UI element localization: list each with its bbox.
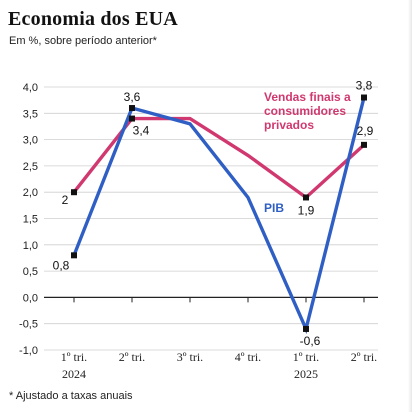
vendas-series-label: consumidores: [264, 104, 346, 118]
x-tick-label: 2º tri.: [351, 350, 377, 364]
data-markers: [71, 94, 367, 332]
pib-data-label: 3,8: [356, 79, 373, 93]
pib-series-label: PIB: [264, 201, 284, 215]
pib-data-label: 3,6: [124, 90, 141, 104]
y-tick-label: 3,0: [23, 135, 38, 147]
vendas-point-marker: [129, 115, 135, 122]
y-tick-label: 2,5: [23, 161, 38, 173]
y-tick-label: 2,0: [23, 187, 38, 199]
data-labels: 0,8 3,6 -0,6 3,8 2 3,4 1,9 2,9: [53, 79, 374, 348]
x-tick-label: 4º tri.: [235, 350, 261, 364]
page-edge-shadow: [408, 0, 412, 412]
y-tick-label: -1,0: [19, 345, 38, 357]
pib-point-marker: [361, 94, 367, 101]
pib-data-label: 0,8: [53, 258, 70, 272]
x-tick-label: 1º tri.: [61, 350, 87, 364]
footnote: * Ajustado a taxas anuais: [9, 390, 133, 402]
chart-subtitle: Em %, sobre período anterior*: [9, 35, 157, 47]
vendas-data-label: 1,9: [298, 203, 315, 217]
y-tick-label: 3,5: [23, 108, 38, 120]
gridlines: [44, 86, 378, 351]
vendas-point-marker: [71, 189, 77, 196]
x-year-label: 2024: [62, 367, 86, 381]
pib-point-marker: [71, 252, 77, 259]
x-tick-label: 3º tri.: [177, 350, 203, 364]
y-axis-ticks: 4,0 3,5 3,0 2,5 2,0 1,5 1,0 0,5 0,0 -0,5 -1,0: [19, 82, 38, 357]
y-tick-label: 0,5: [23, 266, 38, 278]
pib-point-marker: [129, 105, 135, 112]
x-axis: 1º tri. 2024 2º tri. 3º tri. 4º tri. 1º tri. 2…: [61, 297, 377, 381]
vendas-series-label: Vendas finais a: [264, 90, 351, 104]
vendas-data-label: 2: [62, 193, 69, 207]
pib-data-label: -0,6: [300, 334, 321, 348]
y-tick-label: 4,0: [23, 82, 38, 94]
vendas-data-label: 3,4: [133, 124, 150, 138]
pib-point-marker: [303, 325, 309, 332]
y-tick-label: 1,0: [23, 240, 38, 252]
x-year-label: 2025: [294, 367, 318, 381]
pib-line: [72, 95, 366, 335]
vendas-point-marker: [361, 141, 367, 148]
y-tick-label: 1,5: [23, 214, 38, 226]
vendas-point-marker: [303, 194, 309, 201]
vendas-series-label: privados: [264, 118, 314, 132]
x-tick-label: 2º tri.: [119, 350, 145, 364]
vendas-data-label: 2,9: [357, 124, 374, 138]
x-tick-label: 1º tri.: [293, 350, 319, 364]
y-tick-label: -0,5: [19, 319, 38, 331]
series-lines: [72, 95, 366, 335]
chart-title: Economia dos EUA: [8, 8, 178, 30]
y-tick-label: 0,0: [23, 292, 38, 304]
